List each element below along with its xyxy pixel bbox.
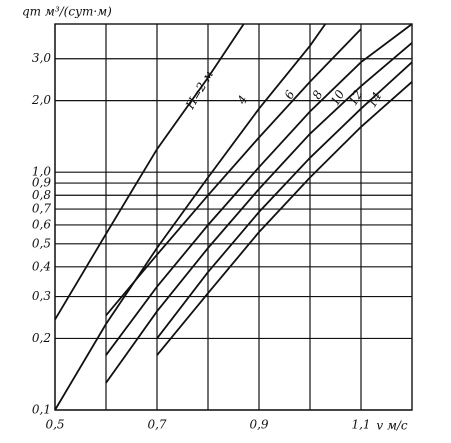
y-tick-label: 0,6 <box>32 217 51 231</box>
x-tick-label: 0,5 <box>45 418 64 432</box>
y-axis-label: qт м³/(сут·м) <box>22 5 112 19</box>
x-tick-label: 0,7 <box>147 418 166 432</box>
curve-label: 14 <box>365 90 385 110</box>
y-tick-label: 0,5 <box>32 236 51 250</box>
y-tick-label: 0,3 <box>32 289 51 303</box>
curve-label: 6 <box>282 88 298 102</box>
y-tick-label: 0,2 <box>32 331 51 345</box>
y-tick-label: 0,1 <box>32 403 51 417</box>
curve-label: 4 <box>234 93 250 107</box>
curve <box>105 23 413 356</box>
curve <box>156 81 413 356</box>
curve-label: H=2 м <box>183 68 217 112</box>
curve-label: 10 <box>328 87 348 108</box>
curve-label: 12 <box>346 88 366 108</box>
y-tick-label: 0,4 <box>32 259 51 273</box>
curve <box>105 28 362 316</box>
curve <box>156 61 413 339</box>
y-tick-label: 0,8 <box>32 188 51 202</box>
y-tick-label: 0,7 <box>32 202 51 216</box>
y-tick-label: 0,9 <box>32 176 51 190</box>
x-tick-label: 0,9 <box>249 418 268 432</box>
y-tick-label: 3,0 <box>32 51 51 65</box>
x-tick-label: 1,1 <box>351 418 370 432</box>
curve <box>105 42 413 384</box>
y-tick-label: 1,0 <box>32 165 51 179</box>
x-axis-label: v м/с <box>376 419 408 433</box>
y-tick-label: 2,0 <box>31 93 51 107</box>
curve <box>54 23 245 321</box>
curve <box>54 23 327 411</box>
